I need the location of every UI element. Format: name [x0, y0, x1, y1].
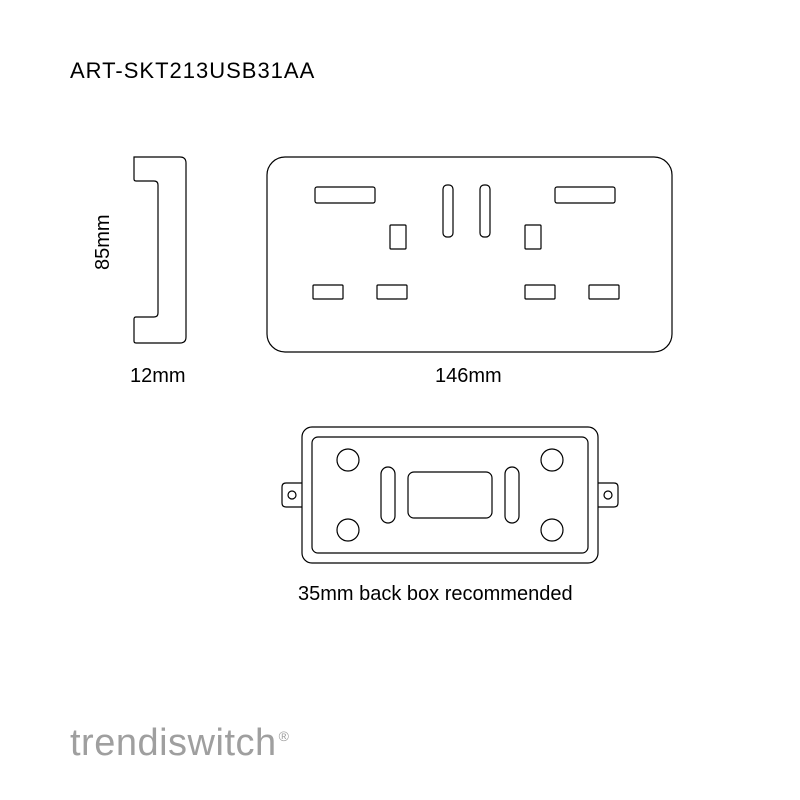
side-profile-diagram — [130, 155, 190, 345]
back-box-diagram — [280, 425, 620, 575]
depth-label: 12mm — [130, 365, 186, 388]
height-label: 85mm — [92, 214, 115, 270]
front-face-diagram — [265, 155, 675, 355]
brand-logo: trendiswitch® — [70, 722, 289, 765]
product-code: ART-SKT213USB31AA — [70, 58, 315, 84]
backbox-label: 35mm back box recommended — [298, 583, 573, 606]
width-label: 146mm — [435, 365, 502, 388]
